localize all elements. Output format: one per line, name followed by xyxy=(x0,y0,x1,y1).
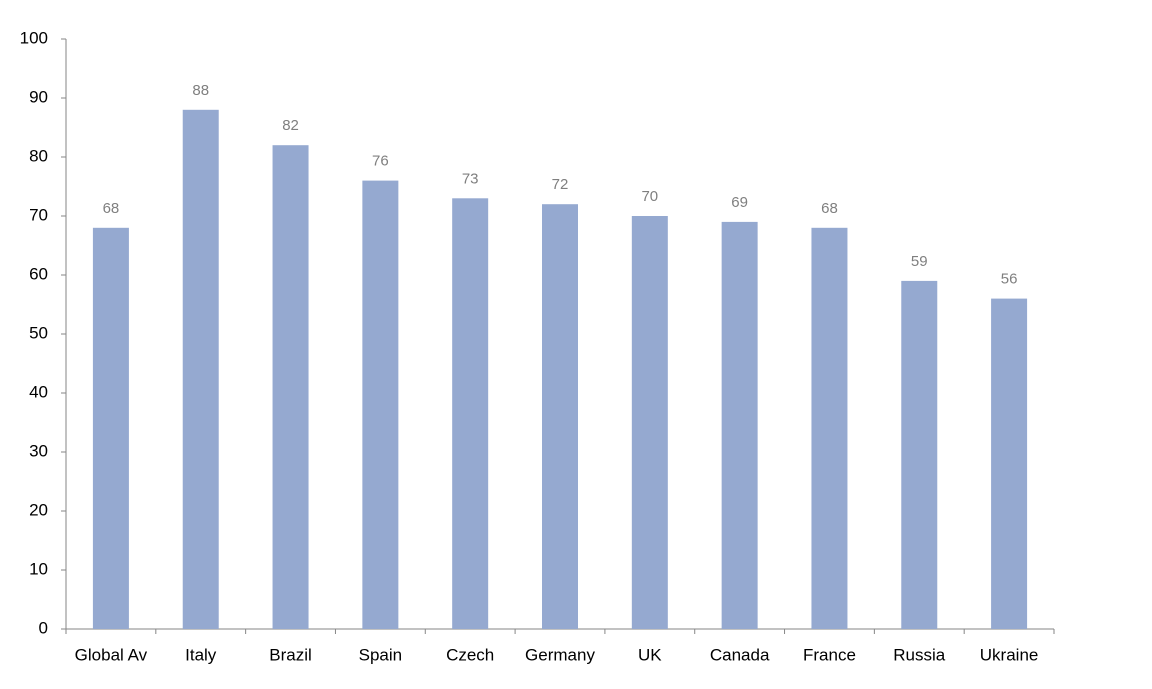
value-label: 88 xyxy=(192,82,209,99)
y-tick-label: 90 xyxy=(29,87,48,106)
y-tick-label: 80 xyxy=(29,146,48,165)
bar xyxy=(362,180,399,629)
bar xyxy=(991,298,1028,629)
x-tick-label: Brazil xyxy=(269,645,312,664)
bar xyxy=(452,198,489,630)
x-tick-label: Russia xyxy=(893,645,946,664)
bar xyxy=(542,204,578,629)
bar xyxy=(272,145,309,629)
bar xyxy=(182,109,219,630)
bar xyxy=(631,216,668,629)
value-label: 72 xyxy=(552,176,569,193)
value-label: 70 xyxy=(641,188,658,205)
x-tick-label: Global Av xyxy=(75,645,148,664)
x-tick-label: UK xyxy=(638,645,662,664)
x-tick-label: Ukraine xyxy=(980,645,1039,664)
value-label: 59 xyxy=(911,253,928,270)
y-tick-label: 60 xyxy=(29,264,48,283)
y-tick-label: 10 xyxy=(29,559,48,578)
y-tick-label: 50 xyxy=(29,323,48,342)
y-tick-label: 30 xyxy=(29,441,48,460)
y-tick-label: 100 xyxy=(20,28,48,47)
x-tick-label: Czech xyxy=(446,645,494,664)
x-tick-label: Spain xyxy=(359,645,402,664)
value-label: 69 xyxy=(731,194,748,211)
y-tick-label: 20 xyxy=(29,500,48,519)
bar xyxy=(811,227,848,630)
y-tick-label: 70 xyxy=(29,205,48,224)
value-label: 73 xyxy=(462,170,479,187)
bar xyxy=(92,227,129,630)
bar xyxy=(901,280,938,629)
x-tick-label: France xyxy=(803,645,856,664)
x-tick-label: Germany xyxy=(525,645,595,664)
value-label: 68 xyxy=(103,200,120,217)
value-label: 68 xyxy=(821,200,838,217)
x-tick-label: Italy xyxy=(185,645,217,664)
value-label: 56 xyxy=(1001,271,1018,288)
value-label: 76 xyxy=(372,153,389,170)
y-tick-label: 40 xyxy=(29,382,48,401)
value-label: 82 xyxy=(282,117,299,134)
x-tick-label: Canada xyxy=(710,645,770,664)
bar xyxy=(721,221,758,629)
y-tick-label: 0 xyxy=(39,618,48,637)
